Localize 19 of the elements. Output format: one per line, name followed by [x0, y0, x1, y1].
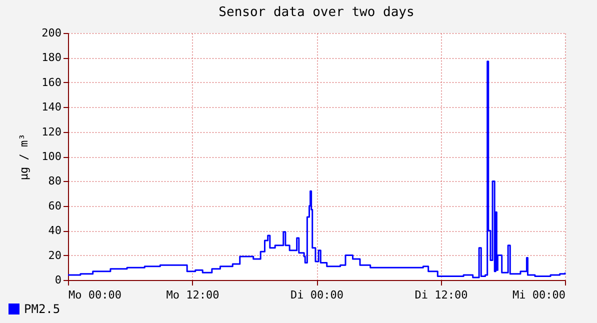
y-tick-label: 160 — [42, 76, 62, 89]
y-tick-label: 100 — [42, 150, 62, 163]
y-axis-title: µg / m³ — [18, 134, 31, 180]
y-tick-label: 80 — [48, 174, 62, 188]
y-tick-label: 40 — [48, 224, 62, 238]
y-tick-label: 20 — [48, 248, 62, 262]
y-tick-label: 140 — [42, 100, 62, 114]
x-tick-label: Mo 00:00 — [68, 288, 122, 302]
y-tick-label: 120 — [42, 125, 62, 138]
y-tick-label: 180 — [42, 51, 62, 64]
x-tick-label: Di 12:00 — [414, 288, 468, 302]
y-tick-label: 200 — [42, 26, 62, 40]
legend-label: PM2.5 — [24, 302, 60, 316]
x-tick-label: Mi 00:00 — [512, 288, 566, 302]
y-tick-label: 0 — [54, 274, 62, 286]
chart-title: Sensor data over two days — [218, 5, 414, 20]
x-tick-label: Di 00:00 — [290, 288, 344, 302]
x-tick-label: Mo 12:00 — [166, 288, 220, 302]
y-tick-label: 60 — [48, 199, 62, 212]
